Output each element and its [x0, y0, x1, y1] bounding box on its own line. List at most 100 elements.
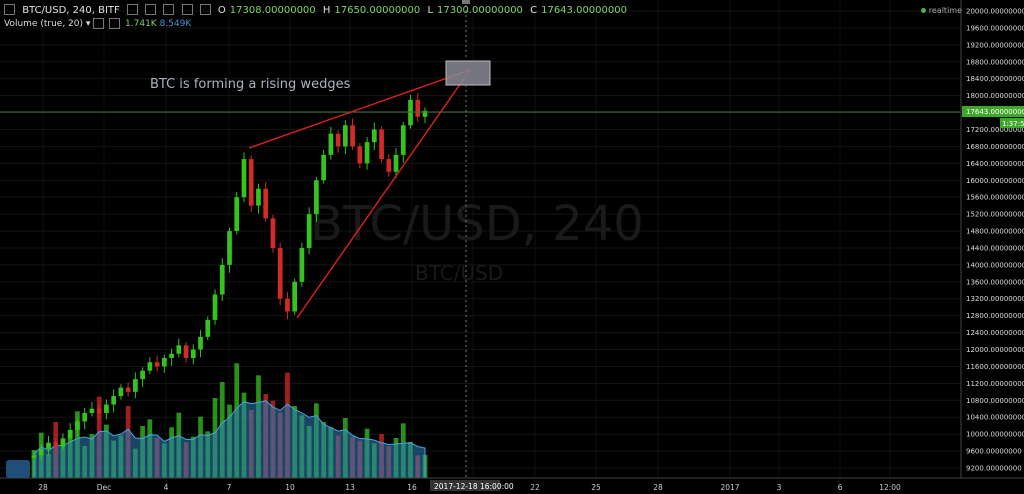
watermark-sub: BTC/USD — [415, 261, 503, 285]
fullscreen-icon[interactable] — [163, 4, 175, 15]
y-tick-label: 12800.00000000 — [966, 312, 1024, 320]
settings-icon[interactable] — [126, 4, 138, 15]
crosshair-date-text: 2017-12-18 16:00:00 — [434, 482, 514, 491]
candle-body — [393, 154, 399, 172]
candle-body — [31, 455, 37, 458]
candle-body — [422, 110, 428, 117]
x-tick-label: 3 — [777, 483, 782, 492]
x-tick-label: Dec — [97, 483, 112, 492]
wedge-upper-line[interactable] — [248, 69, 471, 149]
y-tick-label: 15200.00000000 — [966, 211, 1024, 219]
y-tick-label: 19200.00000000 — [966, 41, 1024, 49]
volume-settings-icon[interactable] — [93, 18, 105, 29]
candle-body — [292, 281, 298, 312]
candle-body — [248, 159, 254, 206]
x-tick-label: 10 — [285, 483, 295, 492]
candle-body — [147, 362, 153, 371]
compare-icon[interactable] — [181, 4, 193, 15]
candle-body — [234, 197, 240, 232]
candle-body — [205, 319, 211, 337]
candle-body — [379, 129, 384, 160]
volume-value-1: 1.741K — [125, 19, 157, 29]
last-price-value: 17643.00000000 — [966, 108, 1024, 116]
x-tick-label: 2017 — [720, 483, 739, 492]
volume-dropdown-icon[interactable]: ▾ — [85, 19, 91, 29]
realtime-label: realtime — [928, 6, 962, 15]
candle-body — [198, 336, 203, 350]
y-tick-label: 15600.00000000 — [966, 194, 1024, 202]
candle-body — [38, 448, 44, 456]
volume-legend[interactable]: Volume (true, 20) ▾ 1.741K 8.549K — [4, 18, 191, 29]
candle-body — [125, 387, 131, 392]
candle-body — [263, 188, 269, 219]
y-tick-label: 13600.00000000 — [966, 278, 1024, 286]
y-tick-label: 14800.00000000 — [966, 228, 1024, 236]
collapse-icon[interactable] — [4, 4, 15, 15]
x-tick-label: 28 — [653, 483, 663, 492]
y-tick-label: 16800.00000000 — [966, 143, 1024, 151]
y-tick-label: 12000.00000000 — [966, 346, 1024, 354]
open-value: 17308.00000000 — [229, 4, 316, 16]
close-value: 17643.00000000 — [541, 4, 627, 16]
watermark-symbol: BTC/USD, 240 — [310, 196, 644, 252]
wedge-lower-line[interactable] — [296, 69, 471, 319]
candle-body — [321, 154, 326, 181]
candle-body — [212, 294, 218, 320]
x-tick-label: 7 — [227, 483, 232, 492]
y-tick-label: 10000.00000000 — [966, 431, 1024, 439]
time-axis[interactable] — [0, 478, 1024, 494]
low-value: 17300.00000000 — [437, 4, 523, 16]
candle-body — [371, 129, 377, 143]
candle-body — [299, 247, 305, 282]
volume-hide-icon[interactable] — [109, 18, 121, 29]
candle-body — [314, 180, 319, 215]
high-label: H — [322, 4, 331, 16]
y-tick-label: 9600.00000000 — [966, 448, 1022, 456]
x-tick-label: 4 — [164, 483, 169, 492]
volume-label[interactable]: Volume (true, 20) — [4, 19, 84, 29]
candle-body — [60, 438, 66, 447]
candle-body — [386, 159, 392, 172]
candle-body — [285, 298, 290, 312]
volume-ma-area — [33, 400, 426, 479]
candle-body — [89, 408, 95, 413]
target-box[interactable] — [445, 60, 491, 86]
candle-body — [53, 442, 59, 447]
y-tick-label: 19600.00000000 — [966, 24, 1024, 32]
candle-body — [342, 125, 348, 147]
candle-body — [118, 387, 124, 397]
realtime-indicator: realtime — [920, 6, 962, 15]
countdown-tag — [1000, 118, 1024, 128]
tradingview-logo-icon[interactable] — [6, 460, 30, 478]
crosshair-top-handle[interactable] — [462, 0, 470, 4]
volume-bars — [31, 363, 428, 479]
candle-body — [183, 345, 189, 358]
candle-body — [67, 429, 73, 439]
candle-body — [256, 188, 261, 206]
hide-icon[interactable] — [145, 4, 157, 15]
price-axis[interactable] — [961, 0, 1024, 478]
y-tick-label: 10400.00000000 — [966, 414, 1024, 422]
symbol-label[interactable]: BTC/USD, 240, BITF — [22, 4, 120, 16]
high-value: 17650.00000000 — [334, 4, 421, 16]
y-tick-label: 16400.00000000 — [966, 160, 1024, 168]
y-tick-label: 14000.00000000 — [966, 261, 1024, 269]
y-tick-label: 17200.00000000 — [966, 126, 1024, 134]
y-tick-label: 20000.00000000 — [966, 8, 1024, 16]
close-icon[interactable] — [199, 4, 211, 15]
candle-body — [415, 99, 421, 117]
x-tick-label: 16 — [407, 483, 417, 492]
close-label: C — [530, 4, 538, 16]
x-tick-label: 25 — [591, 483, 601, 492]
candle-body — [306, 214, 312, 248]
y-tick-label: 12400.00000000 — [966, 329, 1024, 337]
y-tick-label: 18400.00000000 — [966, 75, 1024, 83]
annotation-text[interactable]: BTC is forming a rising wedges — [150, 77, 351, 92]
y-tick-label: 9200.00000000 — [966, 465, 1022, 473]
candle-body — [154, 362, 160, 367]
x-tick-label: 12:00 — [879, 483, 901, 492]
candle-body — [190, 349, 196, 358]
x-tick-label: 13 — [345, 483, 355, 492]
candle-body — [408, 99, 413, 126]
